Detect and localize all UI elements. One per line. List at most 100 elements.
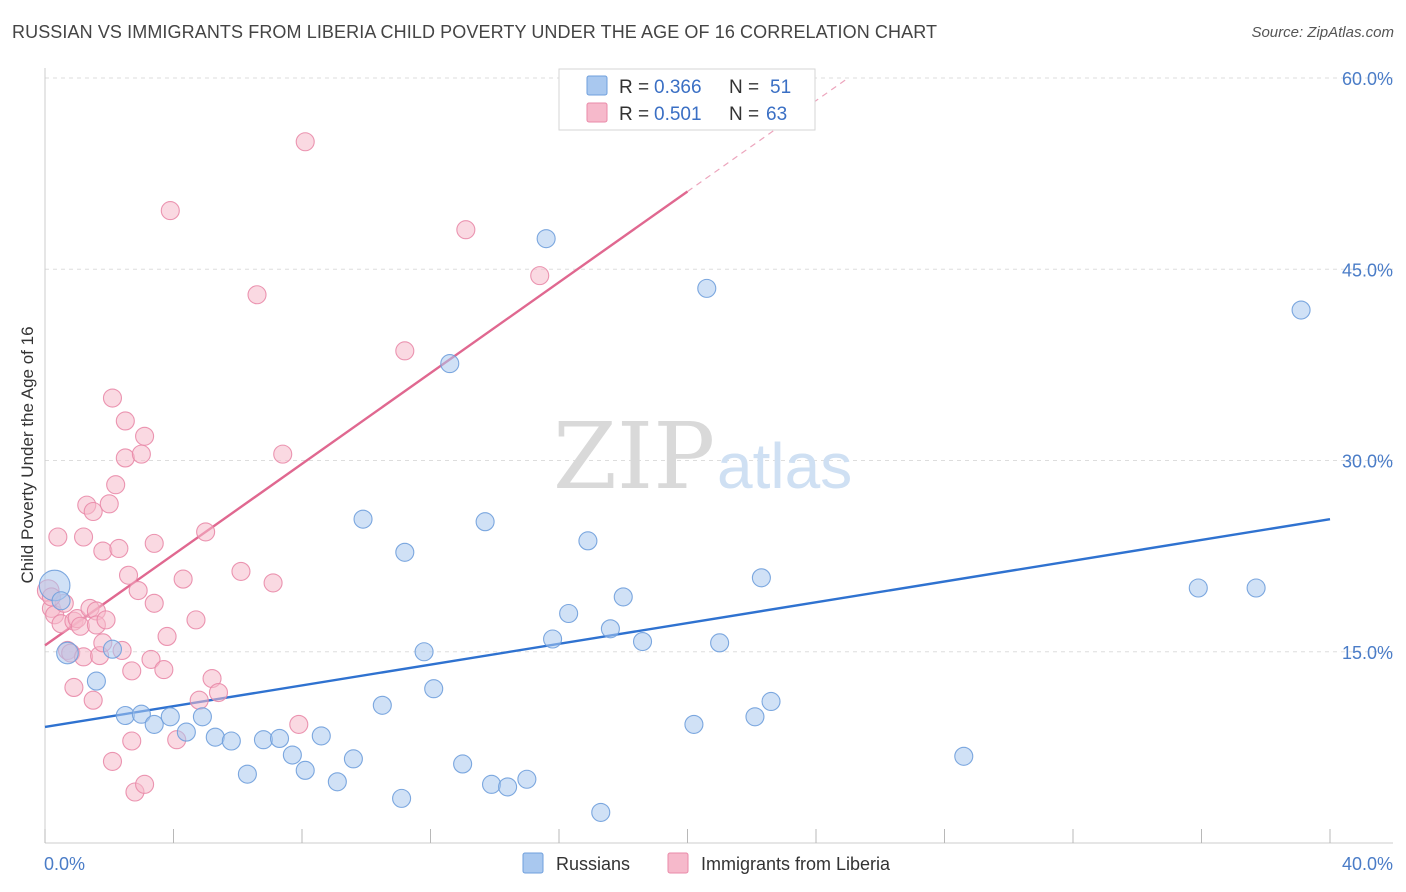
data-point-russians [144, 714, 164, 734]
data-point-russians [372, 695, 392, 715]
y-tick-labels: 15.0% 30.0% 45.0% 60.0% [1342, 69, 1393, 663]
data-point-liberia [122, 731, 142, 751]
data-point-liberia [83, 501, 103, 522]
data-point-russians [327, 772, 347, 792]
legend-r-label-2: R = [619, 104, 649, 125]
y-tick-label: 15.0% [1342, 643, 1393, 663]
data-point-liberia [70, 616, 90, 636]
legend-r-label-1: R = [619, 77, 649, 98]
data-point-liberia [96, 610, 116, 630]
data-point-russians [697, 278, 717, 298]
data-point-russians [395, 542, 415, 562]
legend-n-value-1: 51 [770, 77, 791, 98]
data-point-russians [86, 671, 106, 691]
data-point-liberia [263, 573, 283, 593]
data-point-liberia [186, 610, 206, 630]
chart-title: RUSSIAN VS IMMIGRANTS FROM LIBERIA CHILD… [12, 22, 938, 42]
data-point-liberia [74, 527, 94, 547]
x-tick-label: 40.0% [1342, 854, 1393, 874]
data-point-russians [237, 764, 257, 784]
data-point-russians [559, 603, 579, 624]
data-point-liberia [144, 533, 164, 553]
data-point-russians [51, 591, 71, 611]
data-point-russians [954, 746, 974, 766]
data-point-liberia [102, 751, 123, 771]
data-point-russians [414, 642, 434, 662]
legend-n-label-1: N = [729, 77, 759, 98]
data-point-russians [269, 728, 290, 749]
data-point-liberia [173, 569, 193, 589]
data-point-russians [453, 754, 473, 774]
data-point-russians [591, 802, 611, 822]
data-point-liberia [289, 714, 309, 734]
series-russians-points [38, 229, 1311, 822]
data-point-russians [1291, 300, 1311, 320]
data-point-liberia [157, 626, 177, 647]
data-point-liberia [135, 774, 155, 794]
data-point-liberia [395, 341, 415, 361]
data-point-russians [481, 774, 502, 794]
data-point-russians [761, 691, 781, 712]
legend-box: R = 0.366 N = 51 R = 0.501 N = 63 [558, 68, 816, 131]
x-tick-label: 0.0% [44, 854, 85, 874]
data-point-russians [343, 749, 363, 769]
data-point-russians [613, 587, 633, 607]
legend-n-label-2: N = [729, 104, 759, 125]
watermark-atlas: atlas [717, 430, 852, 502]
data-point-liberia [189, 690, 209, 710]
legend-n-value-2: 63 [766, 104, 787, 125]
data-point-liberia [135, 426, 155, 446]
bottom-legend-swatch-russians [522, 852, 544, 874]
data-point-russians [160, 707, 180, 727]
data-point-liberia [530, 266, 550, 286]
bottom-legend-label-russians: Russians [556, 854, 630, 874]
trend-lines [44, 77, 1331, 729]
data-point-liberia [99, 494, 119, 514]
data-point-russians [440, 354, 460, 374]
data-point-russians [311, 726, 331, 746]
data-point-liberia [115, 411, 135, 431]
legend-r-value-2: 0.501 [654, 104, 702, 125]
axes [44, 68, 1393, 844]
watermark-zip: ZIP [553, 403, 715, 510]
data-point-russians [56, 641, 79, 665]
data-point-russians [192, 707, 212, 727]
data-point-russians [710, 633, 730, 653]
series-liberia-points [36, 132, 550, 802]
data-point-russians [282, 745, 302, 765]
data-point-russians [475, 512, 495, 532]
legend-swatch-liberia [586, 102, 608, 123]
data-point-russians [205, 727, 225, 747]
data-point-liberia [208, 682, 229, 703]
data-point-liberia [160, 201, 180, 221]
data-point-russians [543, 629, 563, 649]
data-point-russians [578, 531, 598, 551]
source-label: Source: ZipAtlas.com [1251, 24, 1394, 41]
data-point-russians [176, 722, 196, 742]
data-point-liberia [109, 538, 129, 559]
data-point-liberia [196, 522, 216, 542]
data-point-liberia [247, 285, 267, 305]
data-point-liberia [154, 660, 174, 680]
trendline-liberia [44, 190, 689, 647]
y-axis-title: Child Poverty Under the Age of 16 [18, 326, 37, 583]
bottom-legend-label-liberia: Immigrants from Liberia [701, 854, 891, 874]
data-point-liberia [64, 677, 84, 698]
data-point-russians [424, 679, 444, 699]
data-point-liberia [115, 448, 135, 468]
x-tick-labels: 0.0% 40.0% [44, 854, 1393, 874]
data-point-liberia [48, 527, 68, 547]
data-point-russians [745, 707, 765, 727]
bottom-legend: Russians Immigrants from Liberia [522, 852, 891, 874]
data-point-liberia [106, 475, 126, 495]
data-point-liberia [131, 444, 151, 464]
data-point-liberia [93, 541, 113, 561]
data-point-liberia [456, 220, 476, 240]
data-point-liberia [231, 561, 251, 581]
bottom-legend-swatch-liberia [667, 852, 689, 874]
data-point-liberia [141, 649, 161, 669]
data-point-russians [253, 730, 274, 750]
data-point-russians [392, 788, 412, 808]
data-point-liberia [273, 444, 293, 464]
